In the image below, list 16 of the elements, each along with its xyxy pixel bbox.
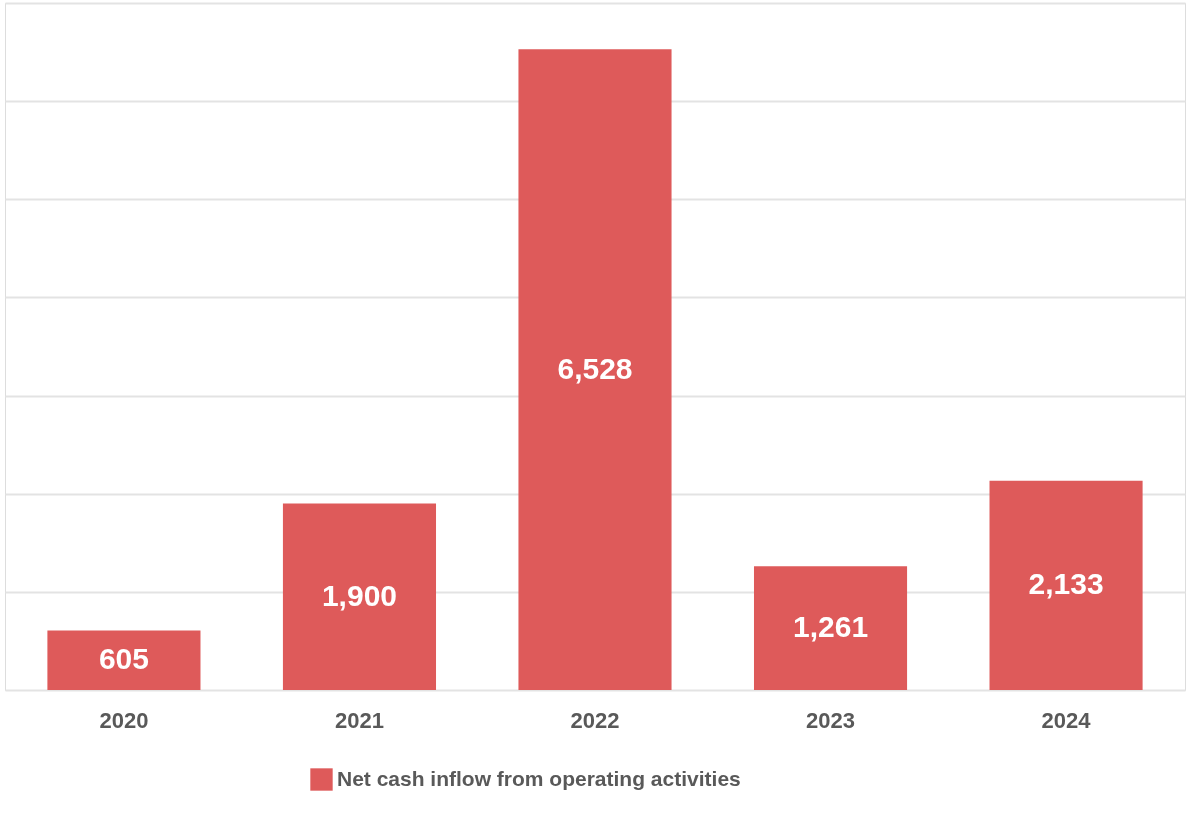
- bar: [282, 503, 437, 690]
- x-tick-label: 2024: [1041, 707, 1092, 733]
- data-label: 1,261: [792, 610, 869, 644]
- x-tick-label: 2020: [99, 707, 149, 733]
- legend-label: Net cash inflow from operating activities: [337, 766, 741, 790]
- data-label: 605: [98, 642, 149, 676]
- data-label: 2,133: [1028, 567, 1104, 601]
- bar: [753, 566, 908, 690]
- x-tick-label: 2022: [570, 707, 620, 733]
- x-tick-label: 2023: [806, 707, 856, 733]
- data-label: 6,528: [557, 351, 633, 385]
- data-label: 1,900: [321, 578, 398, 612]
- bar: [47, 630, 201, 690]
- x-tick-label: 2021: [334, 707, 384, 733]
- bar: [989, 480, 1143, 690]
- bar: [518, 49, 672, 690]
